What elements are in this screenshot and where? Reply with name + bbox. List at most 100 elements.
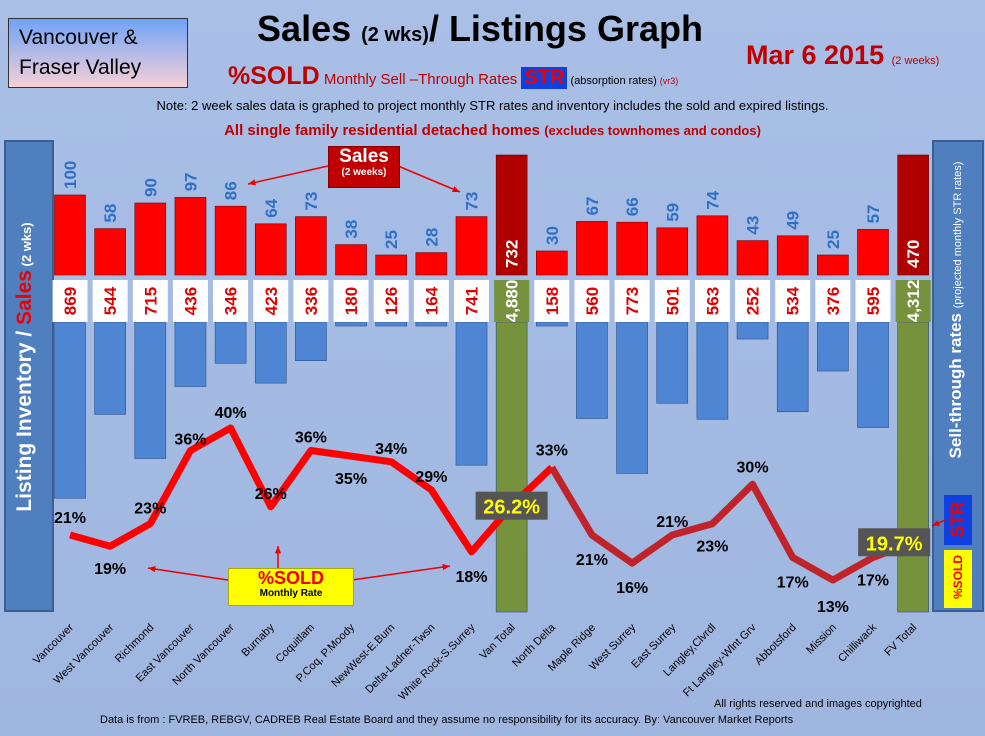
listings-bar bbox=[897, 321, 929, 613]
listings-label: 741 bbox=[463, 287, 482, 315]
sales-bar bbox=[897, 154, 929, 276]
sales-label: 74 bbox=[703, 190, 722, 209]
listings-label-bg bbox=[333, 280, 369, 322]
sales-callout-text: Sales bbox=[339, 146, 389, 167]
str-label: 23% bbox=[134, 501, 166, 518]
sales-label: 43 bbox=[744, 216, 763, 235]
arrow-head bbox=[452, 186, 460, 193]
listings-bar bbox=[134, 321, 167, 459]
listings-label-bg bbox=[413, 280, 449, 322]
str-line-fraser-valley bbox=[548, 465, 915, 584]
sales-bar bbox=[576, 221, 608, 276]
sales-bar bbox=[375, 254, 408, 276]
report-date: Mar 6 2015 (2 weeks) bbox=[746, 40, 939, 71]
str-label: 26% bbox=[255, 486, 287, 503]
sales-label: 73 bbox=[302, 192, 321, 211]
str-label: 40% bbox=[215, 405, 247, 422]
str-total-label: 19.7% bbox=[866, 533, 923, 555]
sales-label: 86 bbox=[222, 181, 241, 200]
listings-label: 346 bbox=[222, 287, 241, 315]
sales-label: 73 bbox=[463, 192, 482, 211]
str-label: 17% bbox=[857, 572, 889, 589]
chart-title: Sales (2 wks)/ Listings Graph bbox=[200, 8, 760, 50]
listings-label-bg bbox=[454, 280, 489, 322]
listings-label-bg bbox=[614, 280, 650, 322]
category-label: FV Total bbox=[882, 622, 919, 659]
str-label: 16% bbox=[616, 580, 648, 597]
scope-line: All single family residential detached h… bbox=[0, 122, 985, 139]
category-label: Delta-Ladner-Twsn bbox=[363, 622, 437, 696]
listings-bar bbox=[415, 321, 448, 327]
str-label: 33% bbox=[536, 442, 568, 459]
arrow-head bbox=[932, 520, 940, 526]
arrow-head bbox=[148, 566, 156, 573]
sales-bar bbox=[415, 252, 448, 276]
sales-bar bbox=[54, 194, 86, 276]
region-line2: Fraser Valley bbox=[19, 56, 142, 79]
listings-label-bg bbox=[654, 280, 690, 322]
arrow-line bbox=[397, 165, 461, 193]
sales-label: 25 bbox=[824, 230, 843, 249]
listings-bar bbox=[776, 321, 809, 413]
sales-bar bbox=[776, 235, 809, 276]
listings-bar bbox=[696, 321, 729, 420]
str-total-bg bbox=[858, 528, 931, 557]
str-label: 29% bbox=[415, 469, 447, 486]
listings-label-bg bbox=[494, 280, 530, 322]
sales-label: 58 bbox=[101, 204, 120, 223]
arrow-line bbox=[147, 567, 229, 581]
listings-label-bg bbox=[52, 280, 88, 322]
sub-sold: %SOLD bbox=[228, 62, 320, 90]
sub-text: Monthly Sell –Through Rates bbox=[319, 71, 522, 88]
listings-bar bbox=[616, 321, 648, 474]
sold-callout-text: %SOLD bbox=[257, 568, 324, 588]
str-label: 35% bbox=[335, 471, 367, 488]
listings-label: 544 bbox=[101, 286, 120, 315]
listings-label-bg bbox=[373, 280, 409, 322]
scope-text: All single family residential detached h… bbox=[224, 122, 545, 139]
sold-callout-sub: Monthly Rate bbox=[259, 588, 323, 599]
str-total-label: 26.2% bbox=[483, 497, 540, 519]
listings-bar bbox=[335, 321, 367, 327]
sales-bar bbox=[335, 244, 367, 276]
listings-bar bbox=[54, 321, 86, 499]
sales-label: 64 bbox=[262, 198, 281, 217]
legend-str: STR bbox=[944, 495, 972, 545]
listings-label-bg bbox=[534, 280, 570, 322]
str-label: 19% bbox=[94, 561, 126, 578]
listings-label: 164 bbox=[422, 286, 441, 315]
listings-label-bg bbox=[213, 280, 249, 322]
listings-label: 715 bbox=[141, 287, 160, 315]
listings-label-bg bbox=[775, 280, 811, 322]
category-label: Abbotsford bbox=[753, 622, 799, 668]
str-label: 21% bbox=[576, 552, 608, 569]
listings-bar bbox=[375, 321, 408, 327]
arrow-head bbox=[442, 563, 450, 571]
listings-label: 563 bbox=[703, 287, 722, 315]
date-text: Mar 6 2015 bbox=[746, 40, 885, 70]
str-label: 21% bbox=[54, 510, 86, 527]
arrow-head bbox=[248, 179, 256, 186]
listings-label: 336 bbox=[302, 287, 321, 315]
sales-bar bbox=[254, 223, 287, 276]
category-label: White Rock-S.Surrey bbox=[397, 621, 478, 702]
listings-label: 126 bbox=[382, 287, 401, 315]
sales-bar bbox=[656, 227, 689, 276]
arrow-line bbox=[351, 565, 451, 581]
sales-bar bbox=[495, 154, 528, 276]
listings-label-bg bbox=[132, 280, 168, 322]
str-label: 18% bbox=[455, 569, 487, 586]
subtitle: %SOLD Monthly Sell –Through Rates STR (a… bbox=[228, 62, 678, 91]
sales-bar bbox=[295, 216, 327, 276]
listings-bar bbox=[535, 321, 568, 327]
sales-label: 67 bbox=[583, 196, 602, 215]
str-total-bg bbox=[475, 491, 548, 520]
listings-bar bbox=[495, 321, 528, 613]
title-c: / Listings Graph bbox=[428, 8, 703, 49]
sales-label: 66 bbox=[623, 197, 642, 216]
listings-label: 773 bbox=[623, 287, 642, 315]
str-label: 36% bbox=[174, 432, 206, 449]
str-label: 13% bbox=[817, 599, 849, 616]
listings-label-bg bbox=[855, 280, 891, 322]
